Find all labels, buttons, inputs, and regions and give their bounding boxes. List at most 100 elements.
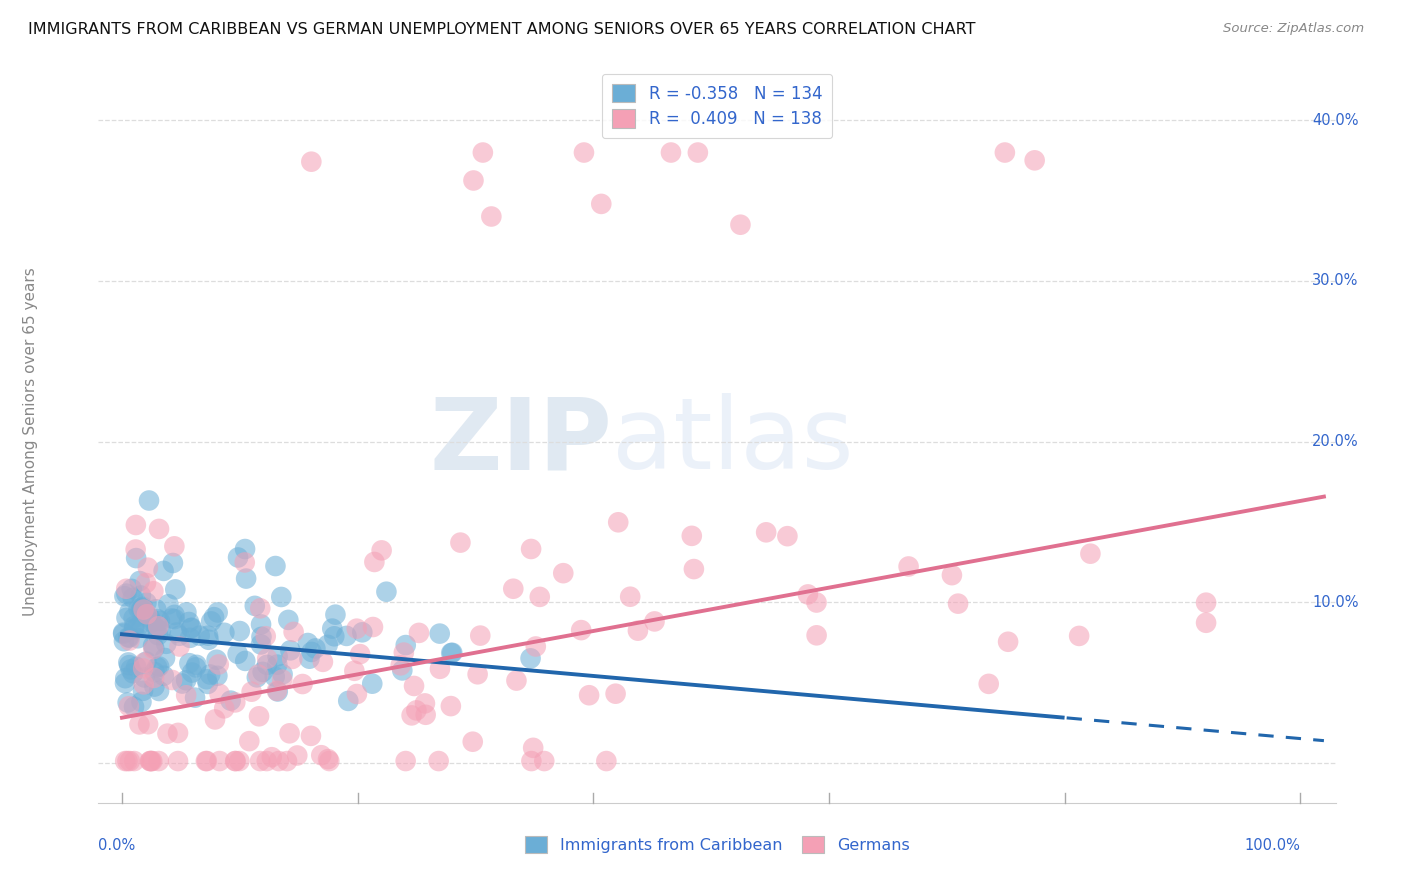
Point: [686, 145, 709, 160]
Point: [1024, 153, 1046, 168]
Point: [162, 556, 184, 570]
Point: [180, 621, 202, 635]
Point: [267, 754, 290, 768]
Point: [997, 634, 1019, 648]
Point: [572, 145, 595, 160]
Point: [291, 677, 314, 691]
Point: [361, 620, 384, 634]
Point: [276, 754, 298, 768]
Point: [142, 642, 165, 657]
Point: [180, 621, 202, 635]
Point: [135, 596, 157, 610]
Point: [184, 690, 207, 705]
Point: [280, 643, 302, 657]
Point: [285, 748, 308, 763]
Point: [413, 697, 436, 711]
Text: 40.0%: 40.0%: [1312, 113, 1358, 128]
Point: [114, 676, 136, 690]
Point: [114, 671, 136, 685]
Point: [271, 667, 294, 681]
Point: [166, 625, 188, 640]
Point: [141, 754, 163, 768]
Point: [226, 550, 249, 565]
Point: [208, 687, 231, 701]
Point: [363, 555, 385, 569]
Point: [163, 607, 186, 622]
Point: [146, 660, 169, 674]
Text: 30.0%: 30.0%: [1312, 274, 1358, 288]
Point: [176, 605, 198, 619]
Point: [405, 703, 427, 717]
Point: [311, 748, 333, 763]
Point: [208, 657, 231, 672]
Legend: Immigrants from Caribbean, Germans: Immigrants from Caribbean, Germans: [519, 830, 915, 860]
Point: [605, 687, 627, 701]
Point: [1080, 547, 1102, 561]
Point: [299, 729, 322, 743]
Point: [505, 673, 527, 688]
Point: [148, 522, 170, 536]
Point: [184, 660, 207, 674]
Point: [167, 726, 190, 740]
Point: [204, 713, 226, 727]
Point: [148, 684, 170, 698]
Point: [132, 683, 155, 698]
Point: [325, 607, 347, 622]
Point: [256, 754, 278, 768]
Point: [471, 145, 494, 160]
Point: [212, 701, 235, 715]
Point: [198, 667, 221, 681]
Point: [946, 597, 969, 611]
Point: [283, 624, 305, 639]
Point: [125, 518, 148, 533]
Point: [408, 626, 430, 640]
Point: [169, 629, 191, 643]
Point: [179, 631, 201, 645]
Point: [994, 145, 1017, 160]
Point: [391, 664, 413, 678]
Point: [304, 641, 326, 656]
Point: [249, 754, 271, 768]
Point: [149, 614, 172, 628]
Point: [467, 667, 489, 681]
Point: [502, 582, 524, 596]
Point: [114, 754, 136, 768]
Point: [595, 754, 617, 768]
Text: Unemployment Among Seniors over 65 years: Unemployment Among Seniors over 65 years: [22, 268, 38, 615]
Point: [153, 651, 176, 665]
Point: [627, 624, 650, 638]
Point: [401, 708, 423, 723]
Point: [141, 615, 163, 630]
Point: [205, 653, 228, 667]
Point: [134, 671, 156, 685]
Point: [142, 639, 165, 653]
Point: [169, 640, 191, 654]
Point: [389, 658, 412, 673]
Point: [139, 754, 162, 768]
Point: [160, 611, 183, 625]
Point: [730, 218, 752, 232]
Point: [395, 754, 418, 768]
Point: [128, 717, 150, 731]
Point: [402, 679, 425, 693]
Point: [115, 582, 138, 596]
Point: [112, 627, 135, 641]
Point: [177, 615, 200, 629]
Point: [578, 688, 600, 702]
Point: [479, 210, 502, 224]
Point: [120, 662, 142, 676]
Point: [152, 564, 174, 578]
Point: [181, 665, 204, 680]
Point: [118, 699, 141, 714]
Point: [569, 623, 592, 637]
Point: [122, 619, 145, 633]
Point: [298, 651, 321, 665]
Point: [149, 624, 172, 638]
Point: [139, 754, 162, 768]
Point: [519, 651, 541, 665]
Point: [142, 584, 165, 599]
Point: [250, 617, 273, 632]
Point: [352, 625, 374, 640]
Point: [135, 576, 157, 591]
Text: IMMIGRANTS FROM CARIBBEAN VS GERMAN UNEMPLOYMENT AMONG SENIORS OVER 65 YEARS COR: IMMIGRANTS FROM CARIBBEAN VS GERMAN UNEM…: [28, 22, 976, 37]
